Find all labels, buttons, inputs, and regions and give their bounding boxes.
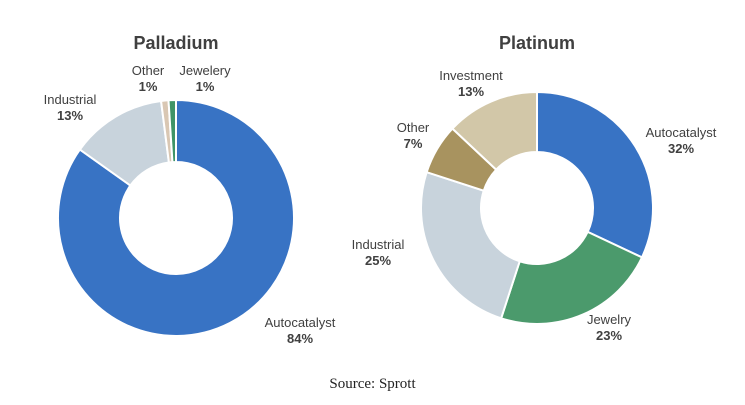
slice-label-jewelery: Jewelery xyxy=(179,63,231,78)
slice-value-industrial: 25% xyxy=(365,253,391,268)
slice-autocatalyst xyxy=(57,98,295,337)
slice-label-industrial: Industrial xyxy=(44,92,97,107)
slice-label-industrial: Industrial xyxy=(352,237,405,252)
slice-value-other: 1% xyxy=(139,79,158,94)
slice-label-other: Other xyxy=(132,63,165,78)
slice-industrial xyxy=(420,170,521,320)
slice-value-autocatalyst: 32% xyxy=(668,141,694,156)
source-note: Source: Sprott xyxy=(329,376,416,392)
slice-label-autocatalyst: Autocatalyst xyxy=(646,125,717,140)
slice-value-other: 7% xyxy=(404,136,423,151)
slice-value-jewelery: 1% xyxy=(196,79,215,94)
slice-label-investment: Investment xyxy=(439,68,503,83)
slice-value-jewelry: 23% xyxy=(596,328,622,343)
slice-value-autocatalyst: 84% xyxy=(287,331,313,346)
slice-autocatalyst xyxy=(536,90,654,259)
slice-label-other: Other xyxy=(397,120,430,135)
slice-jewelry xyxy=(499,230,644,325)
slice-value-industrial: 13% xyxy=(57,108,83,123)
slice-value-investment: 13% xyxy=(458,84,484,99)
chart-title: Palladium xyxy=(133,33,218,53)
slice-label-autocatalyst: Autocatalyst xyxy=(265,315,336,330)
slice-jewelery xyxy=(167,98,177,164)
slice-label-jewelry: Jewelry xyxy=(587,312,632,327)
chart-title: Platinum xyxy=(499,33,575,53)
slice-investment xyxy=(451,90,538,172)
